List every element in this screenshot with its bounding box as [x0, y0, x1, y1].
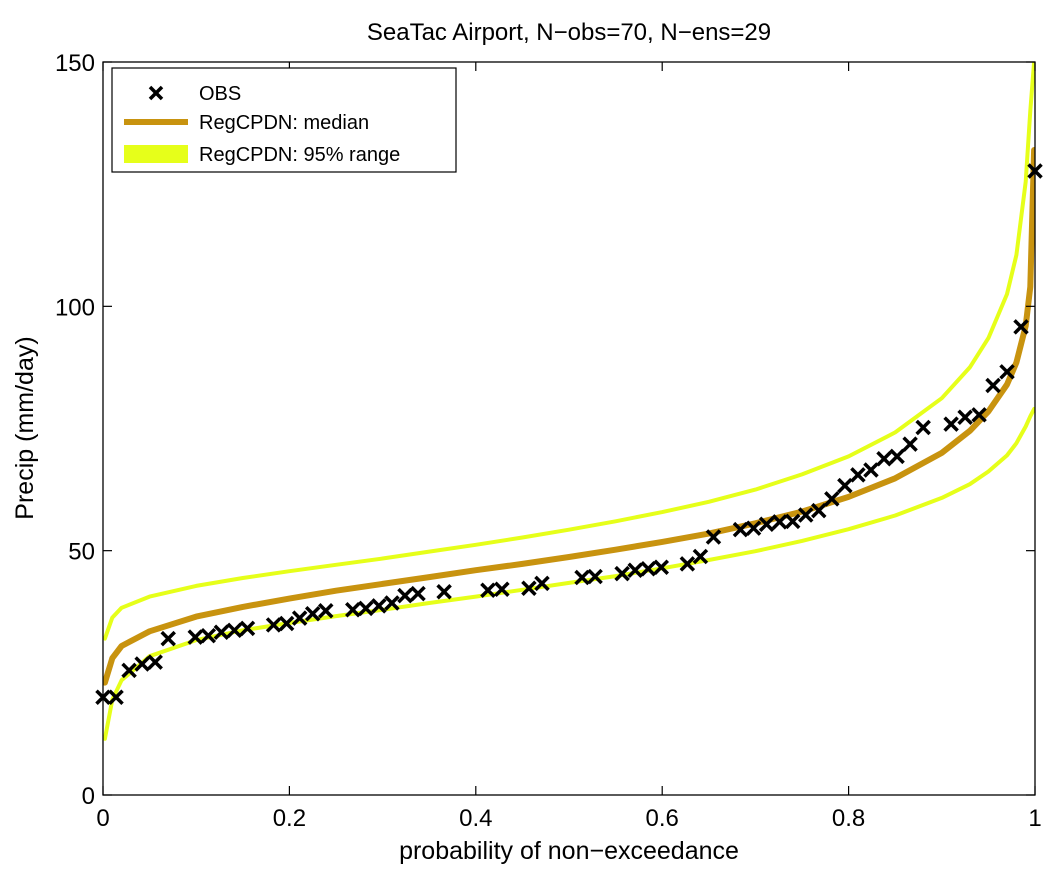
obs-point: [587, 568, 603, 585]
obs-point: [614, 565, 630, 582]
series-line-regcpdn-median: [103, 147, 1035, 686]
y-tick-label: 100: [55, 294, 95, 321]
obs-point: [410, 585, 426, 602]
x-tick-label: 1: [1028, 805, 1041, 832]
obs-point: [837, 477, 853, 494]
obs-point: [160, 630, 176, 647]
obs-point: [915, 419, 931, 436]
series-line-regcpdn-95-range-upper: [103, 62, 1035, 641]
obs-point: [771, 514, 788, 530]
obs-point: [1013, 319, 1029, 335]
obs-point: [957, 409, 973, 425]
plot-frame: [102, 61, 1036, 796]
obs-point: [850, 467, 866, 483]
x-tick-label: 0.2: [273, 805, 306, 832]
obs-point: [318, 603, 334, 619]
obs-point: [824, 491, 840, 507]
obs-point: [108, 689, 124, 706]
obs-point: [187, 629, 204, 645]
obs-point: [732, 521, 749, 538]
obs-point: [494, 581, 510, 598]
obs-point: [745, 520, 762, 536]
obs-point: [653, 559, 670, 576]
obs-point: [902, 436, 918, 452]
obs-point: [226, 622, 243, 639]
obs-point: [627, 562, 643, 578]
x-tick-label: 0.4: [459, 805, 492, 832]
obs-point: [534, 575, 550, 592]
obs-point: [999, 364, 1015, 380]
obs-point: [943, 416, 959, 432]
y-tick-label: 50: [68, 539, 95, 566]
obs-point: [863, 462, 879, 478]
obs-point: [200, 627, 217, 644]
y-tick-label: 150: [55, 50, 95, 77]
y-tick-label: 0: [82, 783, 95, 810]
obs-point: [811, 502, 827, 519]
obs-point: [436, 583, 452, 600]
legend-range-swatch: [124, 145, 188, 163]
x-tick-label: 0: [96, 805, 109, 832]
legend-label-obs: OBS: [199, 83, 241, 105]
obs-point: [134, 656, 150, 672]
obs-point: [705, 529, 722, 545]
legend-label-median: RegCPDN: median: [199, 112, 369, 134]
obs-point: [574, 569, 590, 586]
legend: OBS RegCPDN: median RegCPDN: 95% range: [111, 67, 457, 173]
y-axis-label: Precip (mm/day): [11, 336, 39, 519]
obs-point: [213, 624, 230, 641]
obs-point: [121, 662, 137, 679]
obs-point: [147, 654, 163, 670]
obs-point: [358, 600, 374, 617]
obs-point: [521, 580, 537, 597]
obs-point: [371, 598, 387, 614]
x-tick-label: 0.8: [832, 805, 865, 832]
obs-point: [758, 516, 775, 533]
obs-point: [265, 617, 282, 633]
obs-markers: [95, 163, 1043, 706]
obs-point: [784, 513, 801, 530]
obs-point: [971, 407, 987, 423]
obs-point: [397, 587, 413, 604]
x-tick-label: 0.6: [646, 805, 679, 832]
legend-obs-marker: [148, 85, 164, 101]
obs-point: [384, 595, 400, 611]
axis-ticks: 0 0.2 0.4 0.6 0.8 1 0 50 100 150: [55, 50, 1042, 832]
obs-point: [278, 615, 295, 632]
plot-area: [103, 62, 1035, 795]
legend-label-range: RegCPDN: 95% range: [199, 144, 400, 166]
chart-title: SeaTac Airport, N−obs=70, N−ens=29: [367, 19, 771, 46]
obs-point: [985, 377, 1001, 394]
obs-point: [345, 602, 361, 618]
obs-point: [239, 620, 256, 637]
obs-point: [797, 507, 814, 523]
obs-point: [679, 556, 696, 572]
obs-point: [889, 448, 905, 465]
obs-point: [304, 605, 321, 622]
obs-point: [291, 610, 308, 626]
obs-point: [692, 548, 709, 565]
obs-point: [640, 561, 656, 577]
obs-point: [876, 451, 892, 467]
obs-point: [480, 582, 496, 598]
x-axis-label: probability of non−exceedance: [399, 837, 739, 865]
